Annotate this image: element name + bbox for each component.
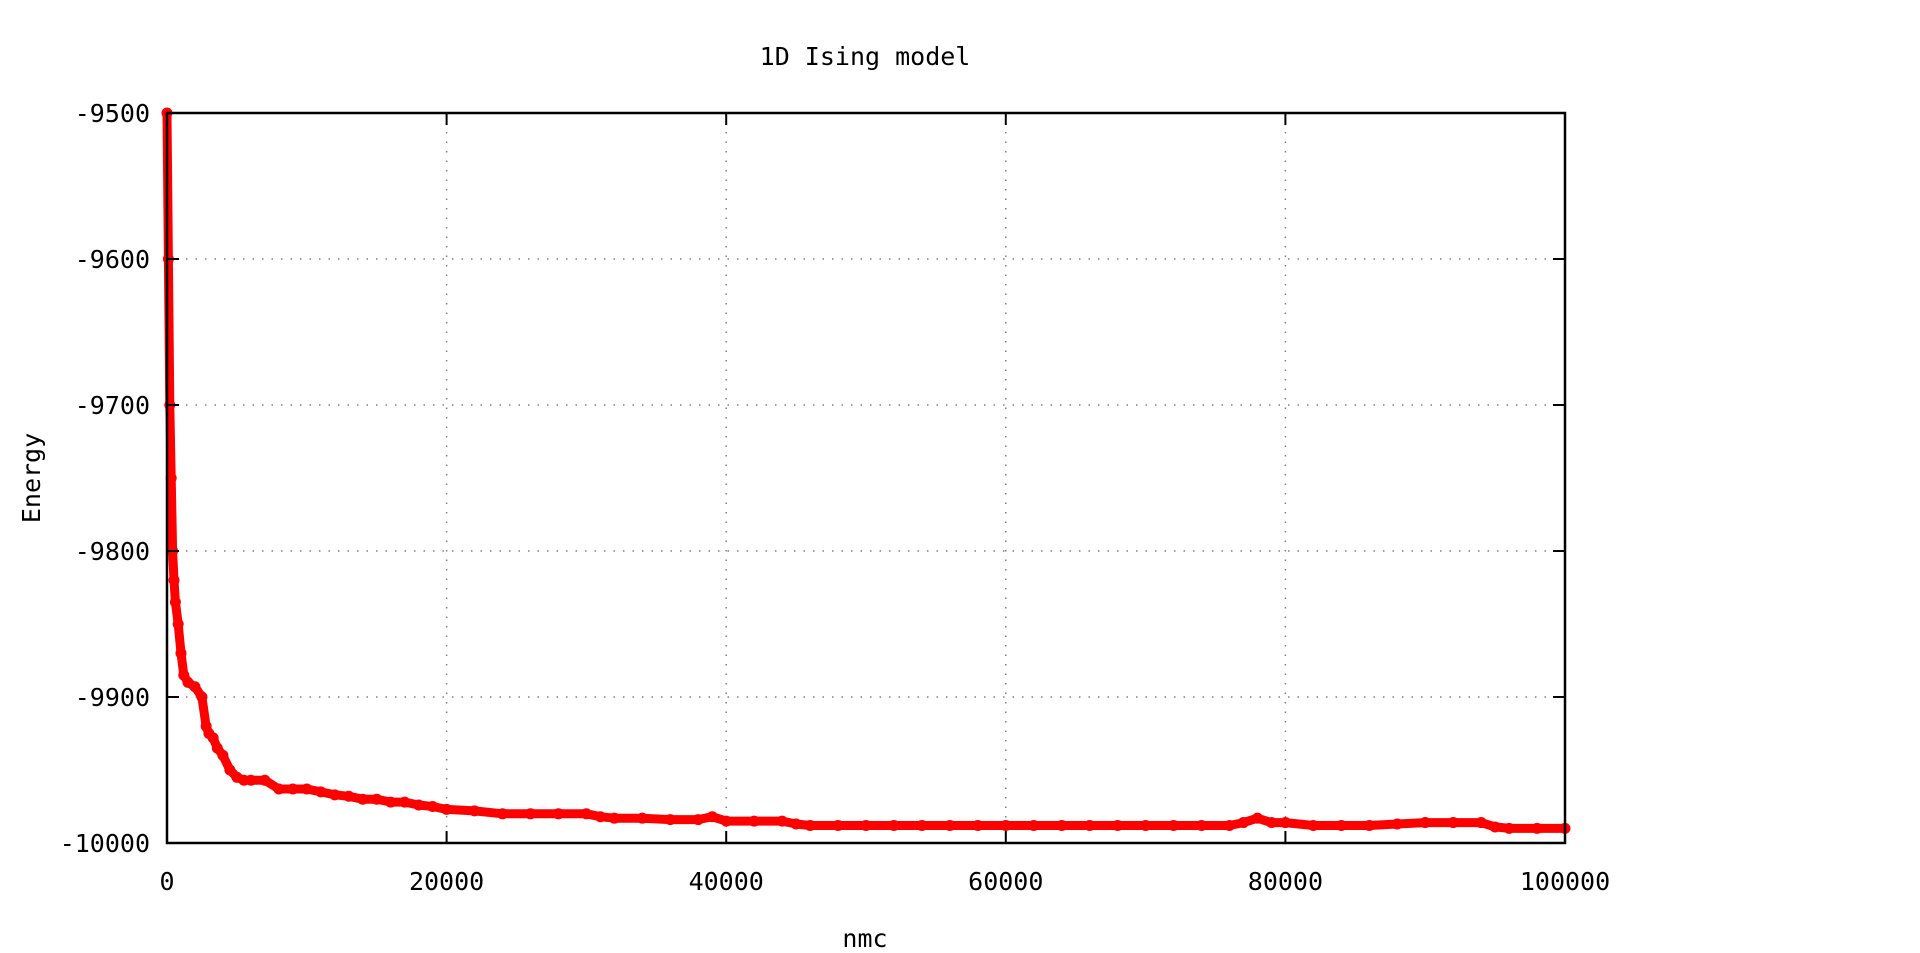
data-point	[172, 618, 184, 630]
data-point	[301, 783, 313, 795]
data-point	[329, 789, 341, 801]
data-point	[1503, 822, 1515, 834]
data-point	[804, 819, 816, 831]
data-point	[776, 815, 788, 827]
data-point	[1196, 819, 1208, 831]
data-point	[207, 732, 219, 744]
data-point	[1335, 819, 1347, 831]
data-point	[1237, 817, 1249, 829]
plot-frame	[165, 111, 1567, 845]
y-axis-label: Energy	[17, 433, 46, 523]
data-point	[1140, 819, 1152, 831]
data-point	[287, 783, 299, 795]
y-tick-label: -9900	[75, 683, 150, 712]
data-point	[790, 818, 802, 830]
data-point	[497, 808, 509, 820]
x-tick-label: 100000	[1520, 867, 1610, 896]
data-point	[1112, 819, 1124, 831]
data-point	[469, 805, 481, 817]
data-point	[1265, 817, 1277, 829]
grid-lines	[167, 113, 1565, 843]
data-point	[1168, 819, 1180, 831]
data-point	[916, 819, 928, 831]
y-tick-label: -9500	[75, 99, 150, 128]
y-tick-label: -10000	[60, 829, 150, 858]
data-point	[343, 790, 355, 802]
data-point	[524, 808, 536, 820]
data-point	[1419, 817, 1431, 829]
axis-ticks: 0 20000 40000 60000 80000 100000 -10000 -9900 -9…	[60, 99, 1610, 896]
y-tick-label: -9700	[75, 391, 150, 420]
data-point	[385, 796, 397, 808]
data-point	[944, 819, 956, 831]
data-point	[692, 814, 704, 826]
data-point	[1475, 817, 1487, 829]
data-point	[175, 647, 187, 659]
data-point	[245, 774, 257, 786]
data-point	[165, 472, 177, 484]
data-point	[832, 819, 844, 831]
data-point	[441, 803, 453, 815]
data-point	[259, 774, 271, 786]
x-tick-label: 20000	[409, 867, 484, 896]
data-point	[1056, 819, 1068, 831]
data-point	[1447, 817, 1459, 829]
data-point	[1028, 819, 1040, 831]
data-point	[315, 786, 327, 798]
data-point	[888, 819, 900, 831]
chart-title: 1D Ising model	[760, 42, 971, 71]
data-point	[580, 808, 592, 820]
data-point	[720, 815, 732, 827]
x-axis-label: nmc	[842, 924, 887, 953]
data-point	[169, 596, 181, 608]
data-point	[1489, 821, 1501, 833]
data-point	[1084, 819, 1096, 831]
data-point	[189, 681, 201, 693]
plot-area	[161, 107, 1571, 834]
data-point	[594, 811, 606, 823]
data-point	[552, 808, 564, 820]
data-point	[168, 574, 180, 586]
x-tick-label: 80000	[1248, 867, 1323, 896]
data-point	[224, 764, 236, 776]
data-point	[1531, 822, 1543, 834]
x-tick-label: 60000	[968, 867, 1043, 896]
data-point	[273, 783, 285, 795]
data-point	[1000, 819, 1012, 831]
data-point	[427, 801, 439, 812]
data-point	[1307, 819, 1319, 831]
data-point	[748, 815, 760, 827]
x-tick-label: 40000	[689, 867, 764, 896]
data-point	[1223, 819, 1235, 831]
data-point	[1391, 818, 1403, 830]
data-point	[399, 796, 411, 808]
data-point	[972, 819, 984, 831]
data-point	[1363, 819, 1375, 831]
data-point	[371, 793, 383, 805]
data-point	[608, 812, 620, 824]
data-point	[357, 793, 369, 805]
x-tick-label: 0	[159, 867, 174, 896]
data-point	[196, 691, 208, 703]
y-tick-label: -9600	[75, 245, 150, 274]
data-point	[413, 799, 425, 811]
data-point	[1251, 812, 1263, 824]
data-point	[706, 811, 718, 823]
data-point	[860, 819, 872, 831]
y-tick-label: -9800	[75, 537, 150, 566]
data-point	[664, 814, 676, 826]
data-point	[1279, 817, 1291, 829]
data-point	[217, 749, 229, 761]
data-point	[636, 812, 648, 824]
series-trace	[162, 108, 1570, 833]
